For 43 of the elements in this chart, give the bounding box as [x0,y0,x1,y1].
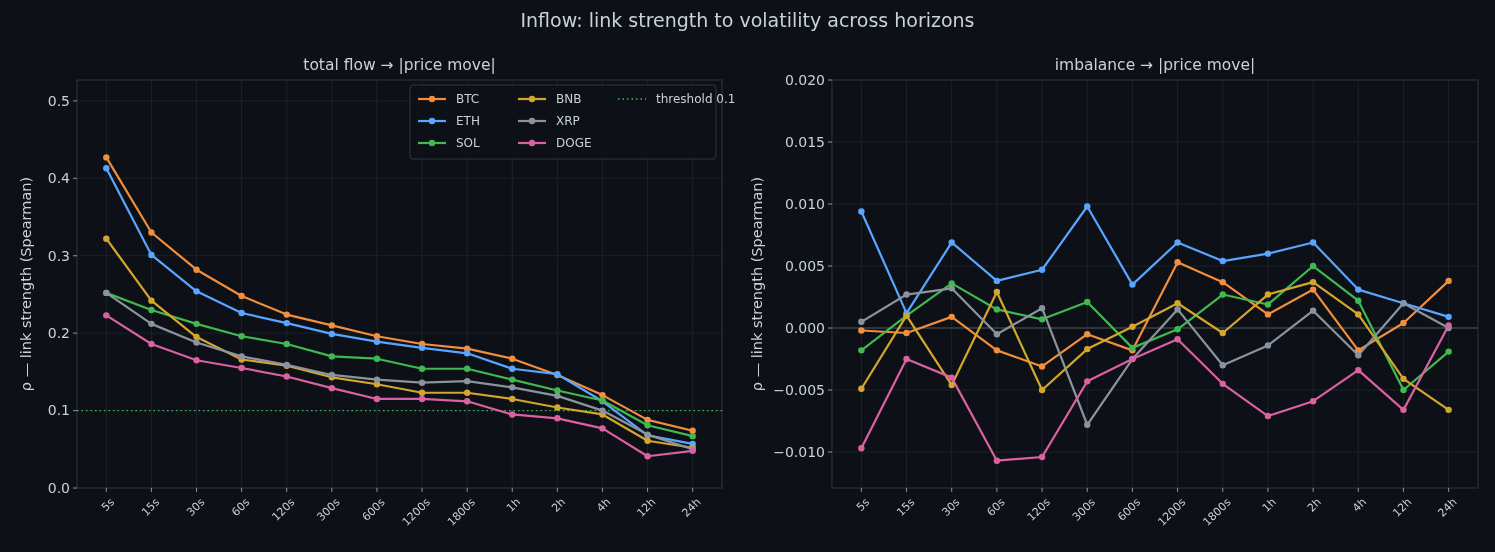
legend-label: DOGE [556,136,592,151]
x-tick-label: 24h [1435,495,1460,520]
x-tick-label: 12h [634,495,659,520]
x-tick-label: 1h [1259,495,1279,515]
legend-label: XRP [556,114,580,129]
chart-title: imbalance → |price move| [1054,56,1256,74]
y-axis-title: ρ — link strength (Spearman) [18,176,34,392]
y-tick-label: −0.010 [773,443,825,460]
y-tick-label: 0.4 [47,170,71,187]
x-tick-label: 24h [679,495,704,520]
chart-title: total flow → |price move| [303,56,496,74]
x-tick-label: 4h [594,495,614,515]
y-tick-label: 0.010 [784,195,825,212]
y-axis-title: ρ — link strength (Spearman) [749,176,765,392]
y-tick-label: 0.000 [784,319,825,336]
y-tick-label: 0.020 [784,71,825,88]
y-tick-label: 0.015 [784,133,825,150]
x-tick-label: 5s [98,495,118,514]
legend-label: BTC [456,92,480,107]
y-tick-label: 0.3 [47,247,70,264]
x-tick-label: 2h [1304,495,1324,515]
x-tick-label: 60s [984,495,1008,519]
x-tick-label: 30s [184,495,208,519]
text: Inflow: link strength to volatility across horizons [520,9,975,31]
y-tick-label: 0.1 [47,402,70,419]
x-tick-label: 12h [1390,495,1415,520]
y-tick-label: −0.005 [773,381,825,398]
y-tick-label: 0.0 [47,479,70,496]
y-tick-label: 0.5 [47,92,70,109]
legend-label: threshold 0.1 [656,92,736,107]
legend-label: ETH [456,114,480,129]
x-tick-label: 1h [503,495,524,515]
legend-label: SOL [456,136,481,151]
x-tick-label: 5s [853,495,873,514]
x-tick-label: 15s [139,495,163,519]
x-tick-label: 60s [229,495,253,519]
legend-label: BNB [556,92,582,107]
x-tick-label: 30s [939,495,963,519]
x-tick-label: 15s [894,495,918,519]
x-tick-label: 4h [1349,495,1370,515]
y-tick-label: 0.2 [47,325,70,342]
x-tick-label: 2h [549,495,569,515]
y-tick-label: 0.005 [784,257,825,274]
